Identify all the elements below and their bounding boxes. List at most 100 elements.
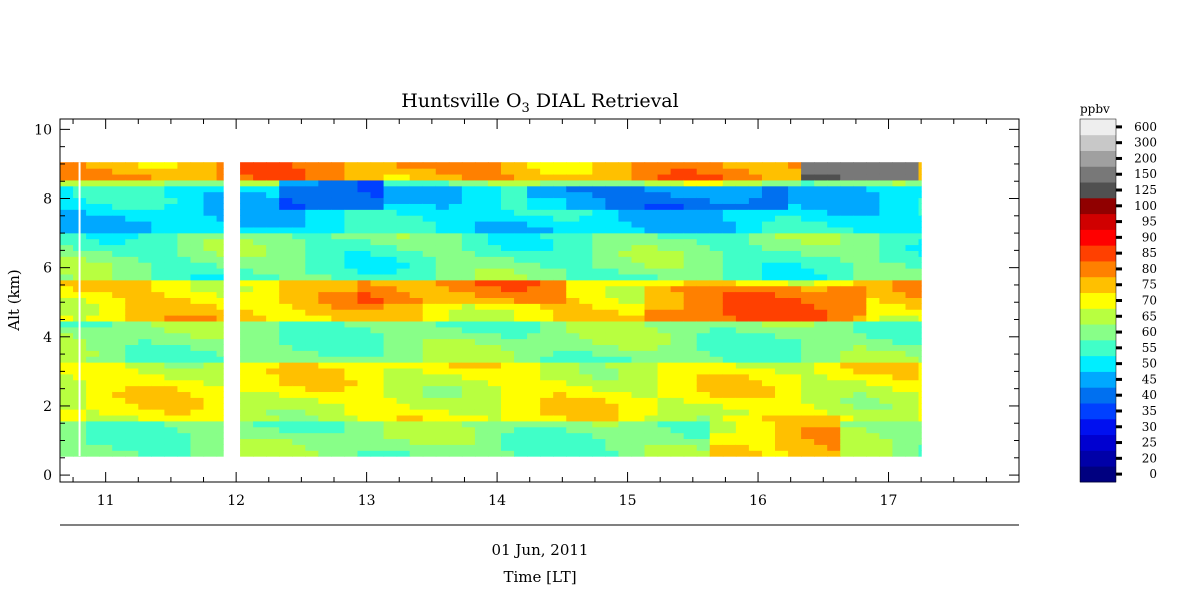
heatmap-cell [618,279,633,287]
heatmap-cell [151,338,165,346]
heatmap-cell [435,326,450,334]
heatmap-cell [125,367,139,375]
heatmap-cell [344,344,359,351]
heatmap-cell [840,397,854,404]
heatmap-cell [683,209,698,216]
heatmap-cell [592,197,606,204]
heatmap-cell [527,315,541,322]
heatmap-cell [86,350,100,357]
heatmap-cell [99,262,113,269]
heatmap-cell [318,438,332,445]
heatmap-cell [216,438,224,445]
heatmap-cell [748,262,763,269]
heatmap-cell [487,414,502,422]
heatmap-cell [827,438,841,445]
heatmap-cell [383,173,398,181]
heatmap-cell [422,309,437,316]
heatmap-cell [840,179,854,187]
heatmap-cell [748,362,763,369]
heatmap-cell [216,244,224,251]
heatmap-cell [553,426,567,434]
heatmap-cell [827,179,841,187]
heatmap-cell [814,179,828,187]
heatmap-cell [722,268,737,275]
heatmap-cell [866,315,880,322]
heatmap-cell [579,185,593,193]
heatmap-cell [279,303,293,310]
heatmap-cell [670,285,685,293]
heatmap-cell [448,403,463,410]
heatmap-cell [814,403,828,410]
heatmap-cell [422,291,437,298]
heatmap-cell [125,232,139,240]
heatmap-cell [892,273,907,281]
heatmap-cell [918,344,922,351]
heatmap-cell [761,215,776,222]
heatmap-cell [305,256,319,263]
heatmap-cell [99,273,113,281]
heatmap-cell [435,391,450,398]
heatmap-cell [905,385,920,393]
heatmap-cell [164,379,179,387]
heatmap-cell [775,220,789,228]
heatmap-cell [383,344,398,351]
heatmap-cell [892,262,907,269]
heatmap-cell [879,273,894,281]
heatmap-cell [905,444,920,451]
heatmap-cell [370,332,385,340]
heatmap-cell [631,367,646,375]
heatmap-cell [370,350,385,357]
heatmap-cell [553,291,567,298]
heatmap-cell [788,426,802,434]
heatmap-cell [866,162,880,169]
heatmap-cell [138,203,152,210]
heatmap-cell [553,173,567,181]
heatmap-cell [422,297,437,304]
heatmap-cell [240,279,254,287]
heatmap-cell [761,179,776,187]
heatmap-cell [501,338,515,346]
heatmap-cell [631,285,646,293]
heatmap-cell [240,350,254,357]
heatmap-cell [644,185,659,193]
heatmap-cell [905,291,920,298]
heatmap-cell [409,238,424,246]
heatmap-cell [905,420,920,428]
heatmap-cell [605,420,620,428]
heatmap-cell [866,220,880,228]
heatmap-cell [409,391,424,398]
heatmap-cell [788,397,802,404]
heatmap-cell [879,379,894,387]
heatmap-cell [814,379,828,387]
heatmap-cell [735,197,750,204]
heatmap-cell [579,273,593,281]
heatmap-cell [501,232,515,240]
heatmap-cell [866,262,880,269]
colorbar-label: 20 [1142,451,1157,465]
heatmap-cell [827,320,841,328]
heatmap-cell [748,332,763,340]
heatmap-cell [422,250,437,257]
heatmap-cell [761,162,776,169]
heatmap-cell [592,409,606,416]
heatmap-cell [788,191,802,199]
heatmap-cell [409,432,424,440]
heatmap-cell [748,344,763,351]
heatmap-cell [60,179,74,187]
heatmap-cell [814,256,828,263]
heatmap-cell [748,203,763,210]
heatmap-cell [357,426,372,434]
heatmap-cell [422,162,437,169]
heatmap-cell [840,432,854,440]
heatmap-cell [892,215,907,222]
heatmap-cell [370,256,385,263]
heatmap-cell [331,356,346,363]
heatmap-cell [748,232,763,240]
heatmap-cell [240,409,254,416]
heatmap-cell [709,315,724,322]
heatmap-cell [60,438,74,445]
heatmap-cell [125,209,139,216]
heatmap-cell [448,232,463,240]
heatmap-cell [190,203,205,210]
heatmap-cell [216,232,224,240]
